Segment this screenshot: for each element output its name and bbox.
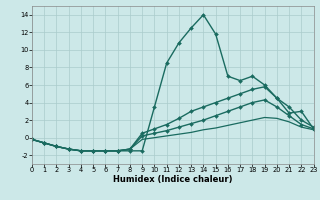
X-axis label: Humidex (Indice chaleur): Humidex (Indice chaleur) bbox=[113, 175, 233, 184]
